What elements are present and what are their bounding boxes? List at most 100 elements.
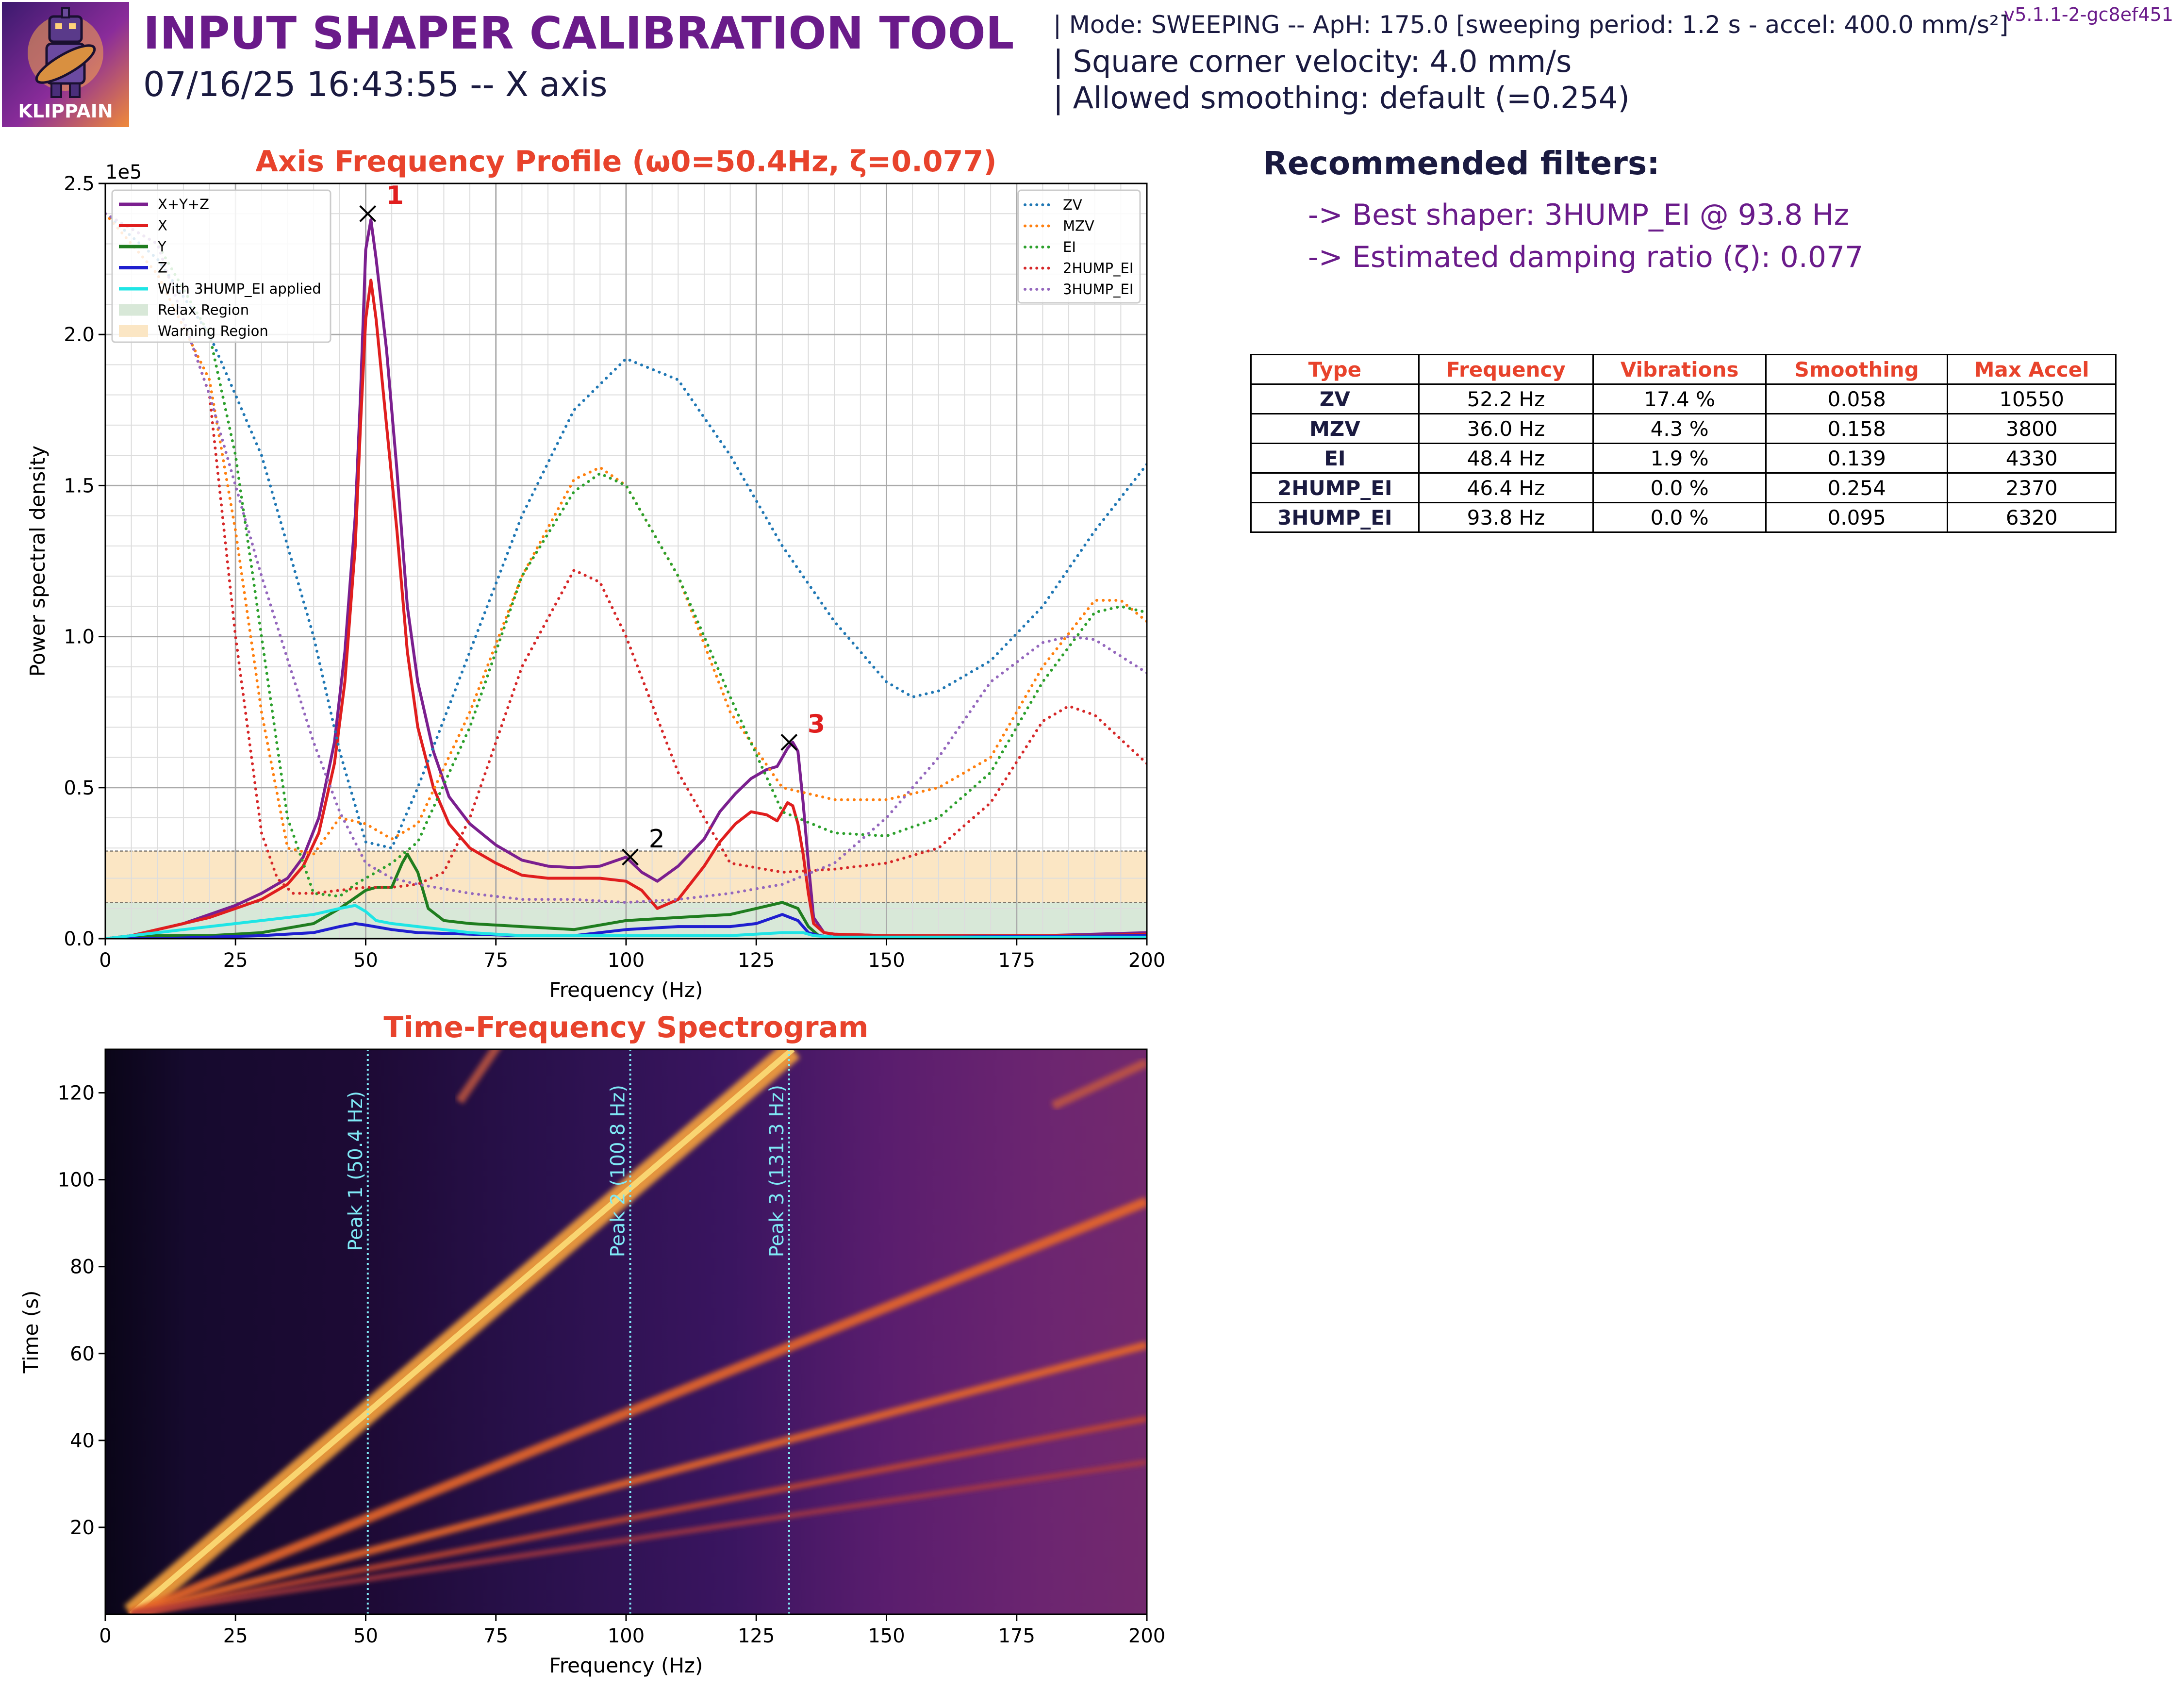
legend-swatch: [119, 304, 148, 316]
cell-type: 2HUMP_EI: [1250, 472, 1420, 503]
cell-frequency: 93.8 Hz: [1418, 502, 1594, 533]
x-tick-label: 50: [353, 949, 378, 972]
x-tick-label: 25: [223, 949, 248, 972]
peak-label: 2: [649, 825, 665, 854]
legend-box: [111, 189, 331, 343]
header-vibrations: Vibrations: [1592, 354, 1767, 385]
cell-frequency: 36.0 Hz: [1418, 413, 1594, 444]
spectrogram-chart: Peak 1 (50.4 Hz) Peak 2 (100.8 Hz) Peak 3 …: [19, 1010, 1165, 1677]
y-tick-label: 1.5: [64, 475, 95, 497]
y-tick-label: 2.0: [64, 324, 95, 346]
cell-smoothing: 0.139: [1765, 443, 1949, 474]
legend-label: 3HUMP_EI: [1063, 281, 1133, 298]
legend-label: ZV: [1063, 197, 1082, 213]
legend-right: ZV MZV EI 2HUMP_EI 3HUMP_EI: [1017, 189, 1141, 304]
peak-vline-label: Peak 2 (100.8 Hz): [607, 1085, 629, 1257]
sweep-line-core: [129, 1049, 795, 1614]
series-line-hump3: [105, 212, 1147, 904]
header-frequency: Frequency: [1418, 354, 1594, 385]
y-tick-label: 0.5: [64, 777, 95, 799]
series-line-xyz: [105, 218, 1147, 939]
y-tick-label: 80: [70, 1256, 95, 1278]
sweep-line-2x: [129, 1197, 1147, 1614]
peak-marker: [359, 205, 377, 222]
x-tick-label: 200: [1128, 1625, 1165, 1647]
series-line-ei: [105, 212, 1147, 898]
table-row: 3HUMP_EI 93.8 Hz 0.0 % 0.095 6320: [1250, 502, 2117, 533]
series-line-hump2: [105, 212, 1147, 895]
x-tick-label: 175: [998, 1625, 1035, 1647]
series-group: [105, 212, 1147, 939]
peak-marker: [780, 734, 798, 751]
smoothing-info: | Allowed smoothing: default (=0.254): [1053, 80, 1630, 116]
x-tick-label: 75: [483, 949, 508, 972]
frequency-profile-chart: 0 25 50 75 100 125 150 175 200 0.0 0.5 1.0 1.5 2.0 2.5…: [26, 145, 1165, 1002]
header-max-accel: Max Accel: [1947, 354, 2117, 385]
chart-title: Time-Frequency Spectrogram: [383, 1010, 868, 1044]
x-axis-label: Frequency (Hz): [549, 1654, 703, 1677]
x-tick-label: 150: [868, 949, 905, 972]
faint-streak: [1051, 1058, 1147, 1110]
cell-vibrations: 1.9 %: [1592, 443, 1767, 474]
cell-frequency: 48.4 Hz: [1418, 443, 1594, 474]
best-shaper-text: -> Best shaper: 3HUMP_EI @ 93.8 Hz: [1308, 198, 1850, 232]
recommended-filters-title: Recommended filters:: [1263, 145, 1660, 182]
x-tick-label: 175: [998, 949, 1035, 972]
cell-smoothing: 0.158: [1765, 413, 1949, 444]
sweep-line-3x: [130, 1341, 1147, 1614]
cell-vibrations: 0.0 %: [1592, 502, 1767, 533]
cell-smoothing: 0.058: [1765, 383, 1949, 414]
logo-text: KLIPPAIN: [18, 100, 113, 122]
series-line-x: [105, 279, 1147, 939]
legend-box: [1017, 189, 1141, 304]
shaper-table: Type Frequency Vibrations Smoothing Max …: [1250, 354, 2117, 533]
x-tick-label: 0: [99, 1625, 111, 1647]
legend-label: Warning Region: [158, 323, 268, 339]
peak-label: 3: [808, 710, 825, 739]
legend-label: EI: [1063, 239, 1076, 255]
x-tick-label: 125: [738, 949, 775, 972]
peak-marker: [622, 848, 639, 866]
cell-max-accel: 6320: [1947, 502, 2117, 533]
y-axis-label: Time (s): [19, 1291, 43, 1374]
table-header-row: Type Frequency Vibrations Smoothing Max …: [1250, 354, 2117, 385]
y-tick-label: 40: [70, 1430, 95, 1452]
faint-streak: [456, 1049, 501, 1104]
y-tick-label: 120: [58, 1082, 95, 1105]
x-tick-label: 150: [868, 1625, 905, 1647]
klippain-logo: KLIPPAIN: [2, 2, 129, 127]
peak-vline-label: Peak 1 (50.4 Hz): [345, 1091, 367, 1251]
legend-label: Relax Region: [158, 302, 249, 318]
chart-title: Axis Frequency Profile (ω0=50.4Hz, ζ=0.0…: [255, 145, 996, 179]
legend-label: Y: [157, 238, 166, 255]
x-tick-label: 100: [608, 1625, 645, 1647]
version-label: v5.1.1-2-gc8ef451: [2003, 4, 2173, 25]
y-tick-label: 0.0: [64, 928, 95, 950]
plot-frame: [104, 1048, 1148, 1615]
peak-label: 1: [386, 181, 404, 210]
x-tick-label: 200: [1128, 949, 1165, 972]
x-tick-label: 75: [483, 1625, 508, 1647]
cell-vibrations: 4.3 %: [1592, 413, 1767, 444]
legend-label: 2HUMP_EI: [1063, 260, 1133, 277]
cell-smoothing: 0.254: [1765, 472, 1949, 503]
x-tick-label: 50: [353, 1625, 378, 1647]
y-tick-label: 2.5: [64, 173, 95, 195]
cell-frequency: 52.2 Hz: [1418, 383, 1594, 414]
legend-label: X+Y+Z: [158, 196, 209, 213]
series-line-mzv: [105, 212, 1147, 856]
cell-type: MZV: [1250, 413, 1420, 444]
cell-vibrations: 17.4 %: [1592, 383, 1767, 414]
series-line-y: [105, 852, 1147, 939]
sweep-line-5x: [131, 1459, 1147, 1614]
legend-label: Z: [158, 260, 167, 276]
robot-icon: [35, 7, 96, 98]
x-tick-label: 25: [223, 1625, 248, 1647]
table-row: ZV 52.2 Hz 17.4 % 0.058 10550: [1250, 383, 2117, 414]
table-row: 2HUMP_EI 46.4 Hz 0.0 % 0.254 2370: [1250, 472, 2117, 503]
damping-ratio-text: -> Estimated damping ratio (ζ): 0.077: [1308, 240, 1864, 274]
sweep-lines: [124, 1049, 1147, 1614]
table-row: MZV 36.0 Hz 4.3 % 0.158 3800: [1250, 413, 2117, 444]
cell-type: ZV: [1250, 383, 1420, 414]
